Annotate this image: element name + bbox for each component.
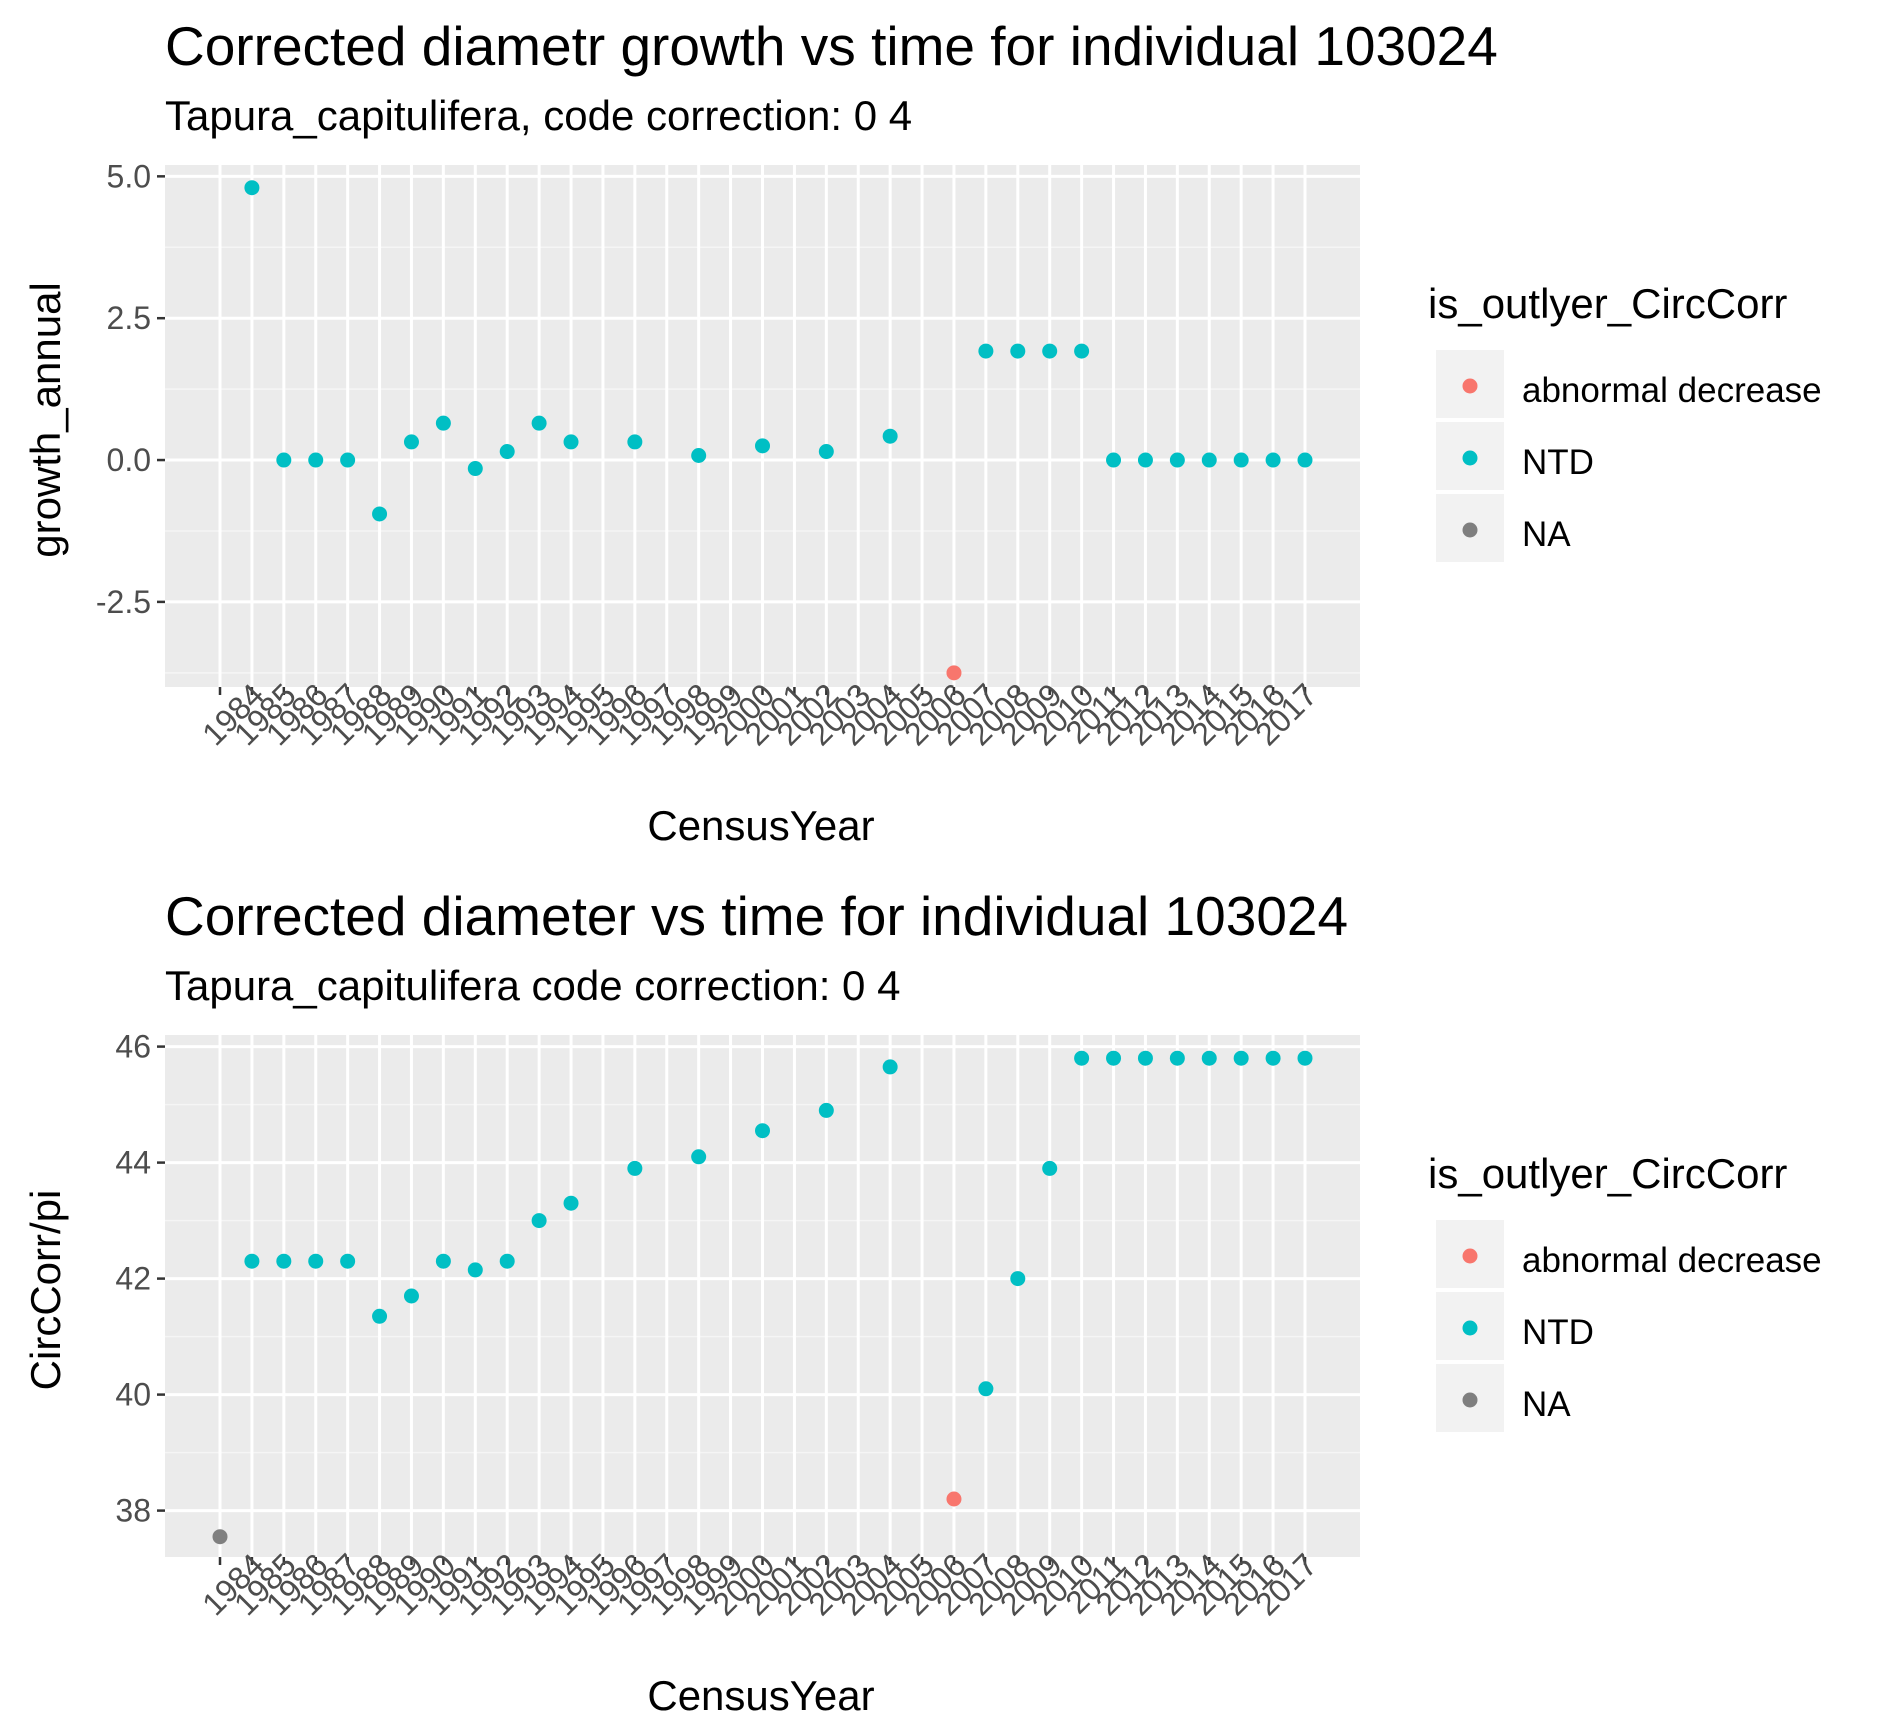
chart-2-plot: 3840424446198419851986198719881989199019… — [115, 1029, 1360, 1622]
chart-1-plot: -2.50.02.55.0198419851986198719881989199… — [96, 158, 1360, 752]
chart-1-y-tick-label: 5.0 — [107, 158, 151, 194]
chart-1-legend-swatch-ntd — [1462, 450, 1478, 466]
chart-1-point-ntd — [467, 461, 483, 477]
chart-2-y-axis-title: CircCorr/pi — [22, 1190, 69, 1391]
chart-1-point-ntd — [308, 452, 324, 468]
chart-1-point-ntd — [276, 452, 292, 468]
chart-2-legend-swatch-abnormal-decrease — [1462, 1248, 1478, 1264]
chart-1-point-ntd — [755, 438, 770, 454]
chart-1-y-tick-label: 0.0 — [107, 442, 151, 478]
chart-2-point-ntd — [244, 1253, 260, 1269]
chart-2-point-ntd — [1106, 1050, 1122, 1066]
chart-2-point-ntd — [403, 1288, 419, 1304]
chart-1-legend-label-na: NA — [1522, 515, 1571, 554]
chart-2-point-ntd — [1265, 1050, 1281, 1066]
chart-1-x-axis-title: CensusYear — [647, 802, 874, 849]
chart-1-legend-title: is_outlyer_CircCorr — [1428, 280, 1787, 327]
chart-2-point-ntd — [1042, 1160, 1058, 1176]
chart-1-point-ntd — [244, 180, 260, 196]
chart-1-y-axis-title: growth_annual — [22, 282, 69, 558]
chart-1-point-ntd — [1137, 452, 1153, 468]
chart-1-point-ntd — [1074, 343, 1090, 359]
chart-2-y-tick-label: 42 — [115, 1261, 151, 1297]
chart-1-point-ntd — [1201, 452, 1217, 468]
chart-1-point-ntd — [403, 434, 419, 450]
chart-2-point-abnormal-decrease — [946, 1491, 962, 1507]
chart-2-point-ntd — [276, 1253, 292, 1269]
chart-2-point-ntd — [691, 1149, 707, 1165]
chart-2-point-ntd — [499, 1253, 515, 1269]
chart-1-point-ntd — [1106, 452, 1122, 468]
chart-2-legend-title: is_outlyer_CircCorr — [1428, 1150, 1787, 1197]
chart-1-point-ntd — [435, 415, 451, 431]
chart-2-point-ntd — [435, 1253, 451, 1269]
chart-2-subtitle: Tapura_capitulifera code correction: 0 4 — [165, 962, 900, 1009]
chart-2-point-ntd — [818, 1102, 834, 1118]
chart-2-point-ntd — [1297, 1050, 1313, 1066]
chart-1-point-ntd — [563, 434, 579, 450]
chart-1-point-ntd — [1233, 452, 1249, 468]
chart-2-point-ntd — [1169, 1050, 1185, 1066]
chart-1-point-ntd — [1265, 452, 1281, 468]
chart-2-y-tick-label: 44 — [115, 1145, 151, 1181]
chart-1-subtitle: Tapura_capitulifera, code correction: 0 … — [165, 92, 912, 139]
chart-2-point-ntd — [372, 1308, 388, 1324]
chart-2-x-axis-title: CensusYear — [647, 1672, 874, 1719]
chart-1-legend-label-abnormal: abnormal decrease — [1522, 371, 1822, 410]
chart-2-point-ntd — [1233, 1050, 1249, 1066]
chart-2-point-ntd — [340, 1253, 356, 1269]
chart-2-legend-label-abnormal: abnormal decrease — [1522, 1241, 1822, 1280]
chart-2-point-ntd — [1201, 1050, 1217, 1066]
chart-2-point-ntd — [1074, 1050, 1090, 1066]
chart-1-point-abnormal-decrease — [946, 665, 962, 681]
chart-1-y-tick-label: -2.5 — [96, 584, 151, 620]
chart-1-legend-label-ntd: NTD — [1522, 443, 1594, 482]
chart-2-point-ntd — [755, 1123, 770, 1139]
chart-1-y-tick-label: 2.5 — [107, 300, 151, 336]
chart-1-legend-swatch-na — [1462, 522, 1478, 538]
chart-2-title: Corrected diameter vs time for individua… — [165, 885, 1348, 947]
chart-1-point-ntd — [340, 452, 356, 468]
chart-2-point-ntd — [1137, 1050, 1153, 1066]
chart-1-point-ntd — [1010, 343, 1026, 359]
chart-2-point-ntd — [531, 1213, 547, 1229]
chart-2-legend-swatch-ntd — [1462, 1320, 1478, 1336]
chart-1-legend-swatch-abnormal-decrease — [1462, 378, 1478, 394]
chart-2-y-tick-label: 40 — [115, 1377, 151, 1413]
chart-1-point-ntd — [531, 415, 547, 431]
chart-1-point-ntd — [882, 428, 898, 444]
chart-1-point-ntd — [499, 444, 515, 460]
chart-2-point-ntd — [627, 1160, 643, 1176]
chart-1-point-ntd — [691, 448, 707, 464]
chart-1-point-ntd — [627, 434, 643, 450]
chart-2-point-ntd — [978, 1381, 994, 1397]
chart-2-point-ntd — [1010, 1271, 1026, 1287]
chart-1-point-ntd — [1169, 452, 1185, 468]
chart-1-point-ntd — [818, 444, 834, 460]
chart-2-legend-label-ntd: NTD — [1522, 1313, 1594, 1352]
chart-2-y-tick-label: 38 — [115, 1493, 151, 1529]
chart-2-point-ntd — [308, 1253, 324, 1269]
chart-2-point-ntd — [563, 1195, 579, 1211]
chart-2-point-na — [212, 1529, 228, 1545]
chart-2-point-ntd — [882, 1059, 898, 1075]
chart-1-point-ntd — [1297, 452, 1313, 468]
chart-1-point-ntd — [1042, 343, 1058, 359]
chart-2-y-tick-label: 46 — [115, 1029, 151, 1065]
chart-1-point-ntd — [372, 506, 388, 522]
chart-1-title: Corrected diametr growth vs time for ind… — [165, 15, 1498, 77]
chart-2-legend-label-na: NA — [1522, 1385, 1571, 1424]
chart-1-point-ntd — [978, 343, 994, 359]
chart-2-point-ntd — [467, 1262, 483, 1278]
chart-2-legend-swatch-na — [1462, 1392, 1478, 1408]
